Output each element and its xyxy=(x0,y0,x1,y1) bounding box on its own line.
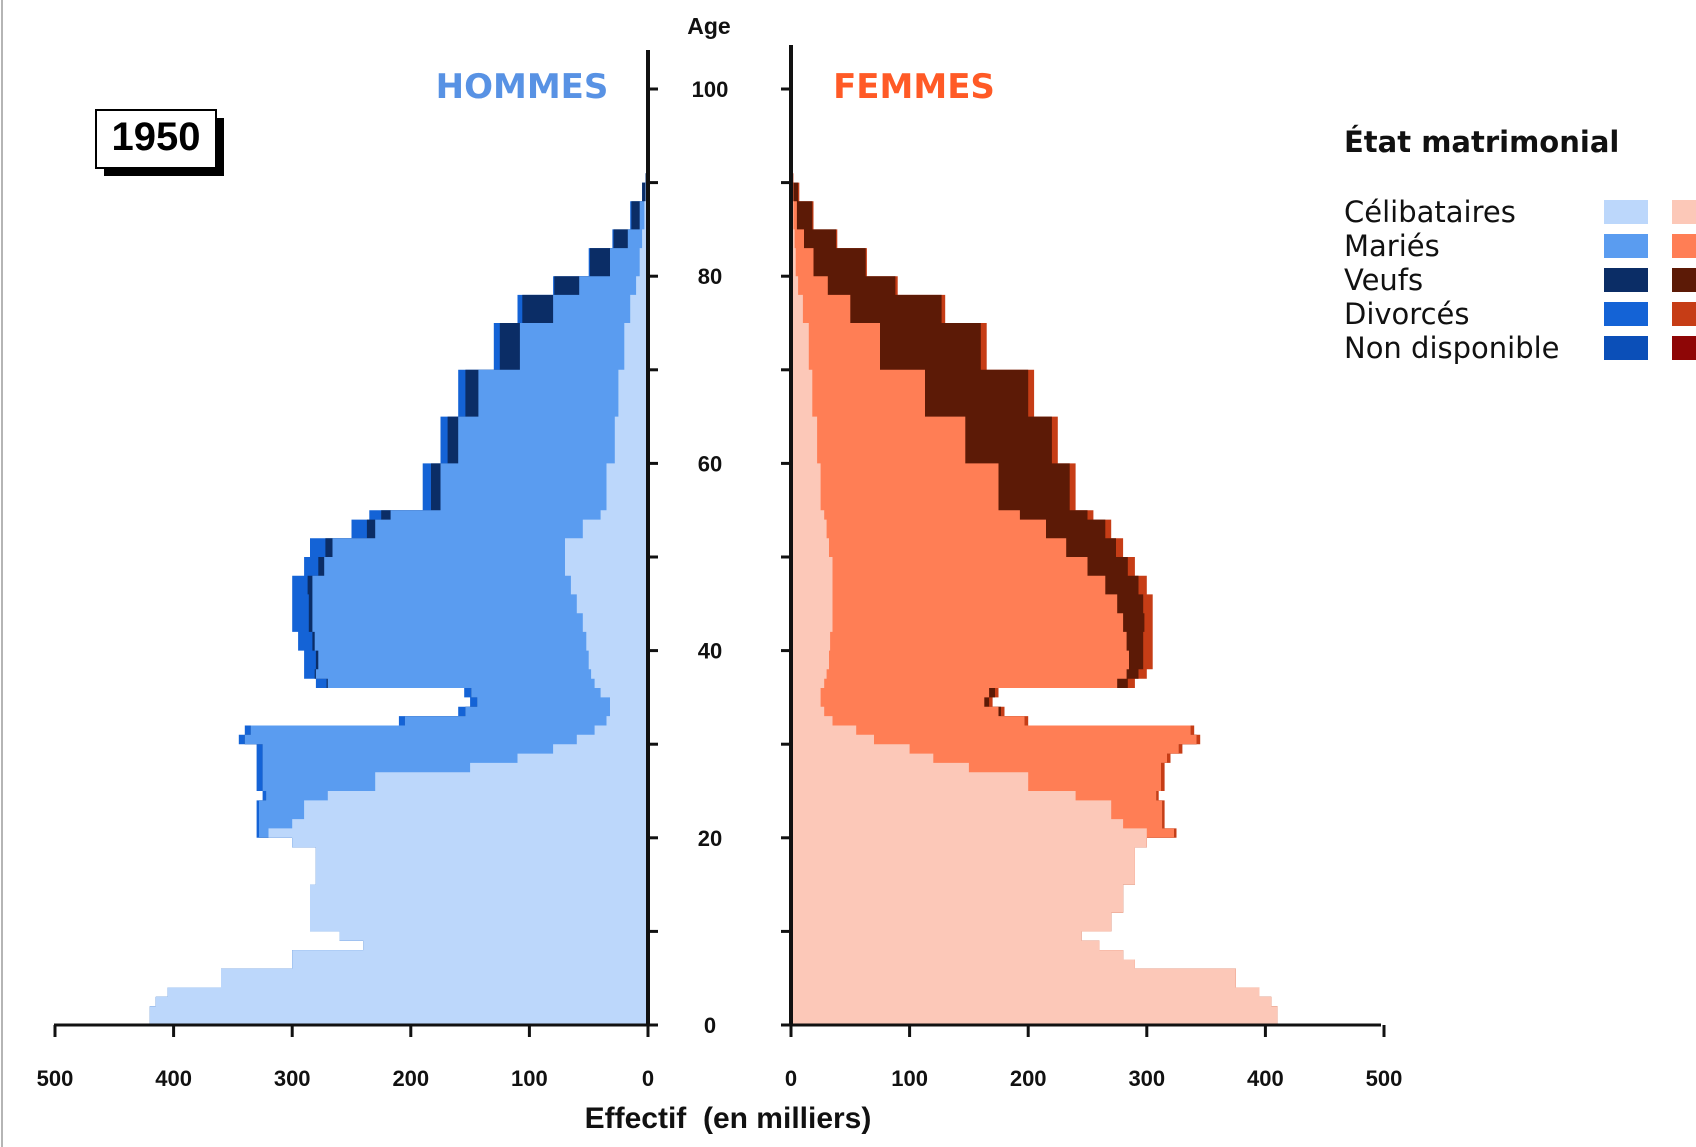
women-x-tick-label: 500 xyxy=(1366,1066,1403,1091)
men-x-tick-label: 400 xyxy=(155,1066,192,1091)
men-x-tick-label: 0 xyxy=(642,1066,654,1091)
legend-swatch-men xyxy=(1604,200,1648,224)
age-axis-ticks: 0 20 40 60 80 100 xyxy=(648,77,791,1038)
women-label: FEMMES xyxy=(833,67,995,107)
women-x-tick-label: 0 xyxy=(785,1066,797,1091)
year-label: 1950 xyxy=(112,115,201,159)
men-x-tick-label: 100 xyxy=(511,1066,548,1091)
age-tick-label: 40 xyxy=(698,639,722,664)
age-tick-label: 60 xyxy=(698,451,722,476)
men-x-tick-label: 500 xyxy=(37,1066,74,1091)
age-tick-label: 0 xyxy=(704,1013,716,1038)
legend-label: Non disponible xyxy=(1344,331,1560,365)
legend-label: Veufs xyxy=(1344,263,1423,297)
legend: État matrimonial CélibatairesMariésVeufs… xyxy=(1344,125,1696,365)
women-x-tick-label: 300 xyxy=(1128,1066,1165,1091)
men-label: HOMMES xyxy=(436,67,609,107)
age-tick-label: 20 xyxy=(698,826,722,851)
legend-swatch-women xyxy=(1672,234,1696,258)
year-box: 1950 xyxy=(95,109,224,176)
women-x-tick-label: 200 xyxy=(1010,1066,1047,1091)
legend-swatch-men xyxy=(1604,234,1648,258)
legend-label: Mariés xyxy=(1344,229,1440,263)
men-x-tick-label: 200 xyxy=(392,1066,429,1091)
age-axis-label: Age xyxy=(687,13,730,39)
age-tick-label: 100 xyxy=(692,77,729,102)
legend-swatch-men xyxy=(1604,336,1648,360)
legend-label: Célibataires xyxy=(1344,195,1516,229)
legend-swatch-women xyxy=(1672,268,1696,292)
x-axis-label: Effectif (en milliers) xyxy=(585,1102,872,1135)
men-bars xyxy=(149,163,648,1025)
men-single-area xyxy=(149,163,648,1025)
legend-label: Divorcés xyxy=(1344,297,1469,331)
women-single-area xyxy=(791,163,1278,1025)
x-axis-ticks: 500 400 300 200 100 0 0 100 200 300 400 500 xyxy=(37,1025,1403,1091)
age-tick-label: 80 xyxy=(698,264,722,289)
women-x-tick-label: 400 xyxy=(1247,1066,1284,1091)
legend-swatch-women xyxy=(1672,200,1696,224)
legend-title: État matrimonial xyxy=(1344,125,1619,159)
women-bars xyxy=(791,163,1278,1025)
men-x-tick-label: 300 xyxy=(274,1066,311,1091)
women-x-tick-label: 100 xyxy=(891,1066,928,1091)
legend-swatch-men xyxy=(1604,302,1648,326)
legend-swatch-women xyxy=(1672,302,1696,326)
legend-swatch-women xyxy=(1672,336,1696,360)
legend-swatch-men xyxy=(1604,268,1648,292)
